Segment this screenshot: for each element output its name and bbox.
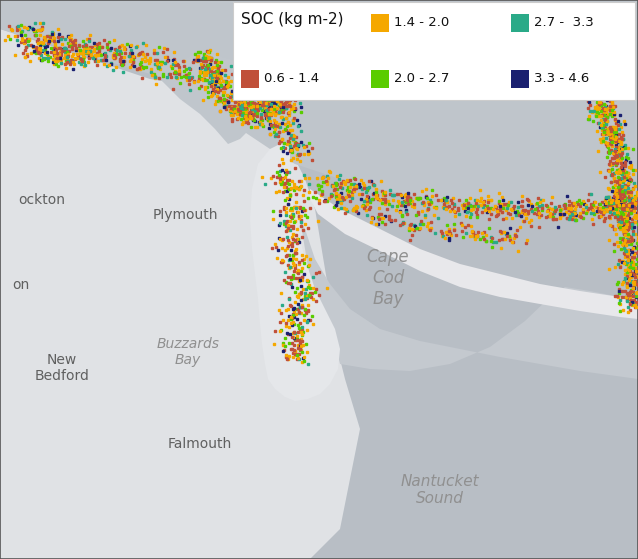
Text: Cape
Cod
Bay: Cape Cod Bay: [367, 248, 410, 308]
Text: Falmouth: Falmouth: [168, 437, 232, 451]
Polygon shape: [0, 0, 360, 559]
Polygon shape: [0, 0, 638, 213]
Text: 0.6 - 1.4: 0.6 - 1.4: [264, 73, 319, 86]
Text: Nantucket
Sound: Nantucket Sound: [401, 474, 479, 506]
Bar: [511, 70, 529, 88]
Bar: [233, 2, 635, 100]
Text: 3.3 - 4.6: 3.3 - 4.6: [534, 73, 590, 86]
Bar: [371, 70, 389, 88]
Polygon shape: [160, 54, 255, 144]
Bar: [371, 14, 389, 32]
Bar: [511, 14, 529, 32]
Text: Plymouth: Plymouth: [152, 208, 218, 222]
Text: ockton: ockton: [18, 193, 65, 207]
Bar: [241, 70, 259, 88]
Polygon shape: [300, 219, 638, 379]
Polygon shape: [310, 189, 638, 319]
Text: Buzzards
Bay: Buzzards Bay: [156, 337, 219, 367]
Text: 1.4 - 2.0: 1.4 - 2.0: [394, 17, 449, 30]
Text: 2.0 - 2.7: 2.0 - 2.7: [394, 73, 449, 86]
Text: on: on: [12, 278, 29, 292]
Text: 2.7 -  3.3: 2.7 - 3.3: [534, 17, 594, 30]
Text: SOC (kg m-2): SOC (kg m-2): [241, 12, 343, 27]
Polygon shape: [250, 144, 340, 401]
Text: New
Bedford: New Bedford: [34, 353, 89, 383]
